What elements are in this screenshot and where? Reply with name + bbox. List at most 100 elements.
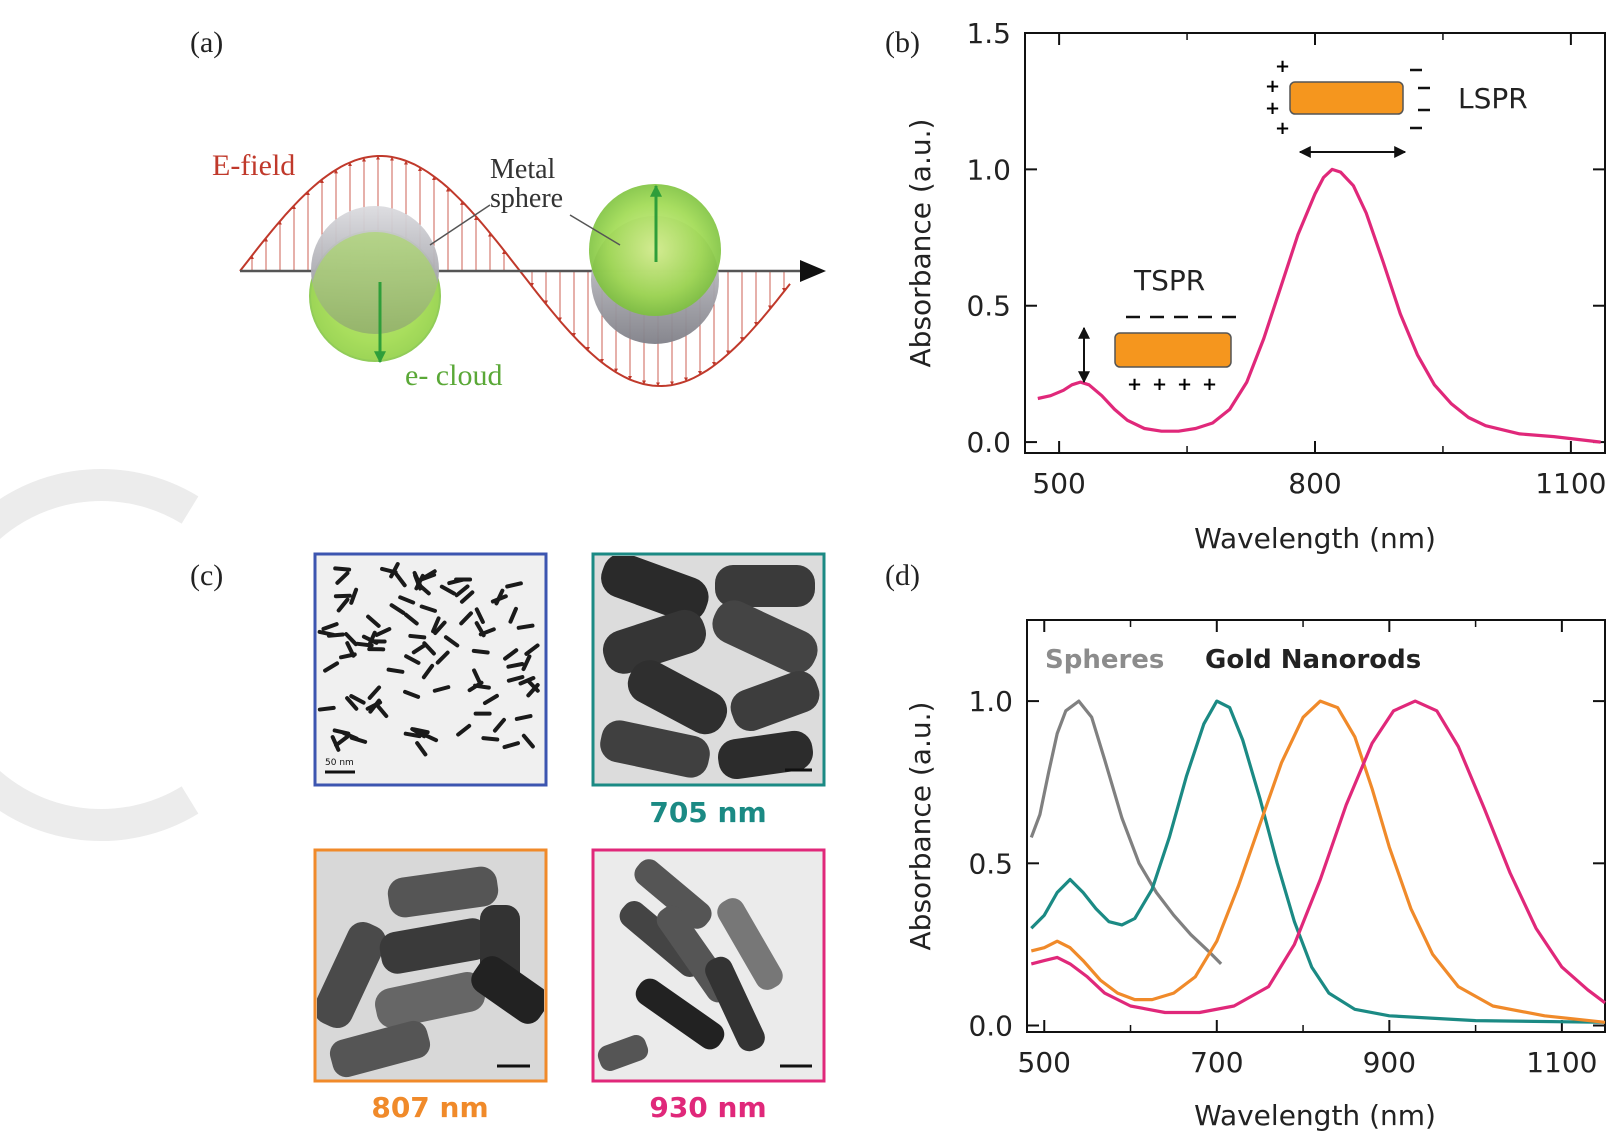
lspr-rod-inset: + + + + LSPR bbox=[1265, 56, 1528, 158]
nanorod bbox=[472, 668, 482, 686]
y-tick-label: 0.0 bbox=[966, 426, 1011, 459]
tem-image-3: 807 nm bbox=[313, 848, 548, 1124]
y-tick-label: 1.5 bbox=[966, 17, 1011, 50]
nanorod bbox=[433, 620, 447, 635]
nanorod bbox=[490, 594, 508, 604]
nanorod bbox=[374, 627, 392, 637]
nanorod bbox=[505, 581, 523, 589]
nanorod bbox=[443, 635, 460, 648]
nanorod bbox=[518, 676, 536, 686]
y-tick-label: 0.0 bbox=[968, 1010, 1013, 1043]
nanorod bbox=[339, 652, 357, 660]
nanorod bbox=[333, 593, 352, 599]
x-tick-label: 700 bbox=[1190, 1046, 1243, 1079]
tspr-label: TSPR bbox=[1133, 264, 1205, 297]
tem-image-4: 930 nm bbox=[591, 848, 826, 1124]
nanorod bbox=[335, 571, 350, 585]
nanorod bbox=[403, 731, 422, 739]
tem-image-3-caption: 807 nm bbox=[371, 1091, 488, 1124]
y-tick-label: 0.5 bbox=[968, 847, 1013, 880]
nanorod bbox=[367, 647, 386, 652]
nanorod bbox=[419, 604, 437, 613]
nanorod bbox=[333, 566, 352, 572]
tem-image-4-caption: 930 nm bbox=[649, 1091, 766, 1124]
x-tick-label: 500 bbox=[1018, 1046, 1071, 1079]
nanorod bbox=[506, 675, 525, 683]
nanorod bbox=[334, 734, 350, 748]
metal-sphere-label-1: Metal bbox=[490, 154, 556, 185]
plot-b-ylabel: Absorbance (a.u.) bbox=[904, 119, 937, 368]
nanorod bbox=[323, 661, 340, 673]
y-tick-label: 0.5 bbox=[966, 290, 1011, 323]
nanorod bbox=[349, 735, 368, 744]
nanorod bbox=[514, 714, 533, 721]
plot-d-series bbox=[1029, 699, 1606, 1024]
metal-sphere-pointer-2 bbox=[569, 214, 621, 246]
panel-b-label: (b) bbox=[885, 26, 920, 59]
series-line bbox=[1037, 167, 1601, 444]
nanorod bbox=[367, 685, 382, 700]
series-line bbox=[1030, 699, 1606, 1024]
legend-gold-nanorods: Gold Nanorods bbox=[1205, 645, 1421, 675]
lspr-rod-icon bbox=[1289, 81, 1404, 115]
nanorod bbox=[474, 607, 485, 624]
nanorod bbox=[459, 611, 473, 626]
metal-sphere-pointer bbox=[429, 204, 491, 246]
nanorod bbox=[516, 623, 535, 630]
x-tick-label: 900 bbox=[1363, 1046, 1416, 1079]
nanorod bbox=[481, 736, 500, 742]
panel-c: (c) 50 nm 705 nm bbox=[190, 552, 826, 1124]
nanorod bbox=[421, 732, 439, 743]
nanorod bbox=[503, 648, 519, 661]
tem-image-2-caption: 705 nm bbox=[649, 796, 766, 829]
nanorod bbox=[418, 572, 437, 582]
nanorod bbox=[482, 693, 499, 706]
panel-d: (d) 500 700 900 1100 0.0 0.5 1.0 Spheres Gold … bbox=[885, 559, 1606, 1132]
nanorod bbox=[404, 654, 421, 665]
plot-b-series bbox=[1037, 167, 1601, 444]
metal-sphere-1 bbox=[309, 206, 441, 364]
nanorod-cluster bbox=[317, 562, 540, 757]
svg-text:+: + bbox=[1275, 56, 1290, 77]
nanorod bbox=[366, 614, 381, 628]
tem-image-1: 50 nm bbox=[313, 552, 548, 787]
tspr-rod-icon bbox=[1114, 332, 1232, 368]
nanorod bbox=[349, 694, 366, 705]
nanorod bbox=[521, 654, 532, 672]
x-tick-label: 500 bbox=[1032, 467, 1085, 500]
nanorod bbox=[447, 577, 465, 586]
metal-sphere-label-2: sphere bbox=[490, 183, 563, 214]
nanorod bbox=[398, 595, 416, 605]
plot-d-ylabel: Absorbance (a.u.) bbox=[904, 702, 937, 951]
nanorod bbox=[410, 727, 427, 739]
scale-bar-label: 50 nm bbox=[325, 758, 354, 768]
nanorod bbox=[459, 590, 475, 604]
svg-text:+: + bbox=[1202, 374, 1217, 395]
svg-text:+: + bbox=[1127, 374, 1142, 395]
nanorod bbox=[435, 650, 450, 665]
nanorod bbox=[524, 643, 540, 656]
nanorod bbox=[344, 632, 358, 647]
metal-sphere-2 bbox=[589, 184, 721, 344]
nanorod bbox=[471, 648, 490, 655]
panel-a-label: (a) bbox=[190, 26, 223, 59]
tem-image-2: 705 nm bbox=[591, 552, 826, 829]
y-tick-label: 1.0 bbox=[966, 153, 1011, 186]
nanorod bbox=[412, 570, 423, 588]
nanorod bbox=[431, 616, 441, 634]
plot-d-frame bbox=[1026, 619, 1606, 1033]
panel-d-label: (d) bbox=[885, 559, 920, 592]
series-line bbox=[1030, 699, 1606, 1024]
nanorod bbox=[415, 741, 428, 757]
nanorod bbox=[403, 689, 421, 699]
propagation-arrowhead bbox=[800, 260, 826, 282]
plot-b-xlabel: Wavelength (nm) bbox=[1194, 522, 1436, 555]
e-field-label: E-field bbox=[212, 149, 295, 182]
lspr-label: LSPR bbox=[1458, 82, 1528, 115]
nanorod bbox=[345, 696, 359, 711]
nanorod bbox=[411, 642, 428, 655]
nanorod bbox=[421, 663, 435, 680]
electron-cloud-label: e- cloud bbox=[405, 359, 502, 392]
svg-text:+: + bbox=[1265, 76, 1280, 97]
x-tick-label: 800 bbox=[1288, 467, 1341, 500]
